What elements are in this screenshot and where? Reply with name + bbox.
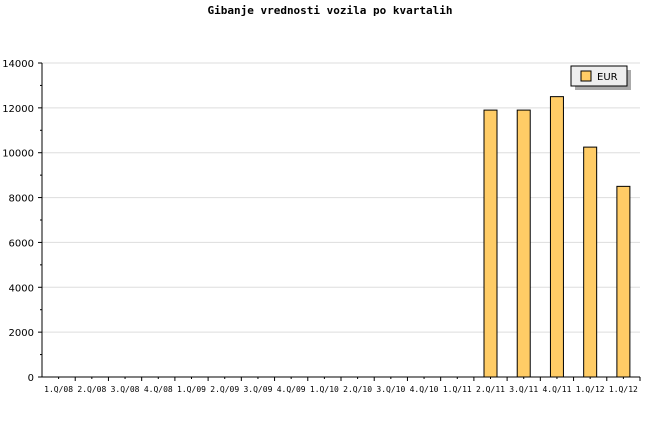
- x-tick-label: 3.Q/08: [111, 385, 140, 394]
- bar: [616, 185, 631, 378]
- x-tick-label: 3.Q/10: [376, 385, 405, 394]
- x-tick-label: 2.Q/10: [343, 385, 372, 394]
- x-tick-label: 1.Q/11: [443, 385, 472, 394]
- y-tick-label: 8000: [9, 194, 34, 205]
- x-tick-label: 2.Q/09: [210, 385, 239, 394]
- chart-title: Gibanje vrednosti vozila po kvartalih: [207, 4, 453, 17]
- x-tick-label: 1.Q/09: [177, 385, 206, 394]
- bar: [549, 96, 564, 378]
- x-tick-label: 1.Q/10: [310, 385, 339, 394]
- y-tick-label: 14000: [2, 59, 34, 70]
- x-tick-label: 2.Q/08: [77, 385, 106, 394]
- bar: [516, 109, 531, 378]
- legend-swatch: [580, 70, 592, 82]
- x-tick-label: 2.Q/11: [476, 385, 505, 394]
- x-tick-label: 3.Q/09: [243, 385, 272, 394]
- x-tick-label: 4.Q/10: [410, 385, 439, 394]
- y-tick-label: 4000: [9, 283, 34, 294]
- x-tick-label: 3.Q/11: [509, 385, 538, 394]
- x-tick-label: 1.Q/12: [609, 385, 638, 394]
- y-tick-label: 2000: [9, 328, 34, 339]
- legend-label: EUR: [597, 72, 618, 83]
- x-tick-label: 1.Q/08: [44, 385, 73, 394]
- bar: [583, 146, 598, 378]
- x-tick-label: 4.Q/11: [542, 385, 571, 394]
- y-tick-label: 10000: [2, 149, 34, 160]
- x-tick-label: 1.Q/12: [576, 385, 605, 394]
- y-tick-label: 12000: [2, 104, 34, 115]
- x-tick-label: 4.Q/09: [277, 385, 306, 394]
- x-tick-label: 4.Q/08: [144, 385, 173, 394]
- bar: [483, 109, 498, 378]
- y-tick-label: 6000: [9, 238, 34, 249]
- y-tick-label: 0: [28, 373, 34, 384]
